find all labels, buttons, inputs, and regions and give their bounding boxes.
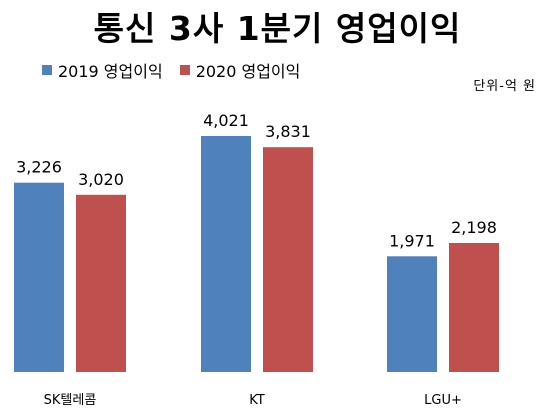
bar-2019-2: [201, 136, 251, 372]
legend-swatch-2020: [179, 65, 190, 75]
legend-item-2020: 2020 영업이익: [179, 58, 301, 82]
legend-item-2019: 2019 영업이익: [42, 58, 163, 82]
legend-label-2019: 2019 영업이익: [58, 62, 163, 81]
category-label-3: LGU+: [424, 393, 462, 408]
legend-label-2020: 2020 영업이익: [195, 62, 301, 81]
legend-swatch-2019: [42, 65, 52, 75]
legend: 2019 영업이익 2020 영업이익: [42, 59, 317, 81]
data-label-2020-3: 2,198: [451, 218, 497, 237]
bar-2020-2: [263, 147, 313, 372]
unit-label: 단위-억 원: [473, 79, 536, 94]
bar-2020-1: [76, 194, 126, 372]
data-label-2019-1: 3,226: [16, 158, 62, 177]
bar-2019-3: [387, 256, 437, 372]
bar-2020-3: [449, 243, 499, 372]
data-label-2019-2: 4,021: [203, 111, 249, 130]
category-label-1: SK텔레콤: [44, 393, 97, 408]
data-label-2020-1: 3,020: [78, 170, 124, 189]
data-label-2019-3: 1,971: [389, 231, 435, 250]
data-label-2020-2: 3,831: [265, 122, 311, 141]
chart-title: 통신 3사 1분기 영업이익: [93, 9, 462, 48]
bar-2019-1: [14, 182, 64, 372]
category-label-2: KT: [249, 393, 265, 408]
